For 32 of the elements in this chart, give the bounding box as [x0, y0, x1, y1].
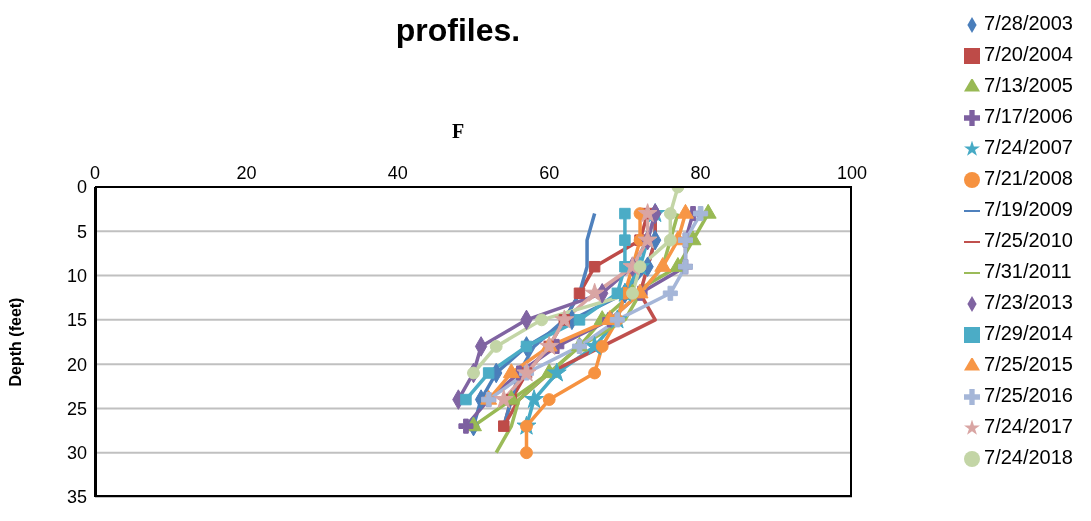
x-tick-label: 60	[539, 163, 560, 183]
legend-label: 7/24/2017	[984, 415, 1073, 437]
x-axis-title: F	[450, 120, 466, 143]
legend-label: 7/25/2015	[984, 353, 1073, 375]
legend-label: 7/24/2018	[984, 446, 1073, 468]
legend-label: 7/31/2011	[984, 260, 1072, 282]
x-tick-label: 100	[836, 163, 868, 183]
legend-label: 7/24/2007	[984, 136, 1073, 158]
y-tick-label: 0	[76, 177, 87, 198]
legend-label: 7/21/2008	[984, 167, 1073, 189]
y-tick-label: 15	[66, 310, 87, 331]
legend-label: 7/28/2003	[984, 12, 1073, 34]
x-tick-label: 20	[236, 163, 257, 183]
y-tick-label: 25	[66, 398, 87, 419]
y-tick-label: 30	[66, 443, 87, 464]
legend-label: 7/17/2006	[984, 105, 1073, 127]
legend-label: 7/25/2010	[984, 229, 1073, 251]
y-tick-label: 35	[66, 487, 87, 508]
y-tick-label: 5	[76, 221, 87, 242]
y-axis-title: Depth (feet)	[6, 297, 24, 387]
legend-label: 7/25/2016	[984, 384, 1073, 406]
legend-label: 7/13/2005	[984, 74, 1073, 96]
y-tick-label: 10	[66, 265, 87, 286]
legend-label: 7/29/2014	[984, 322, 1073, 344]
legend-label: 7/23/2013	[984, 291, 1073, 313]
chart-title: profiles.	[394, 12, 522, 49]
x-tick-label: 40	[387, 163, 408, 183]
legend-label: 7/20/2004	[984, 43, 1073, 65]
y-tick-label: 20	[66, 354, 87, 375]
x-tick-label: 0	[89, 163, 101, 183]
x-tick-label: 80	[690, 163, 711, 183]
legend-label: 7/19/2009	[984, 198, 1073, 220]
